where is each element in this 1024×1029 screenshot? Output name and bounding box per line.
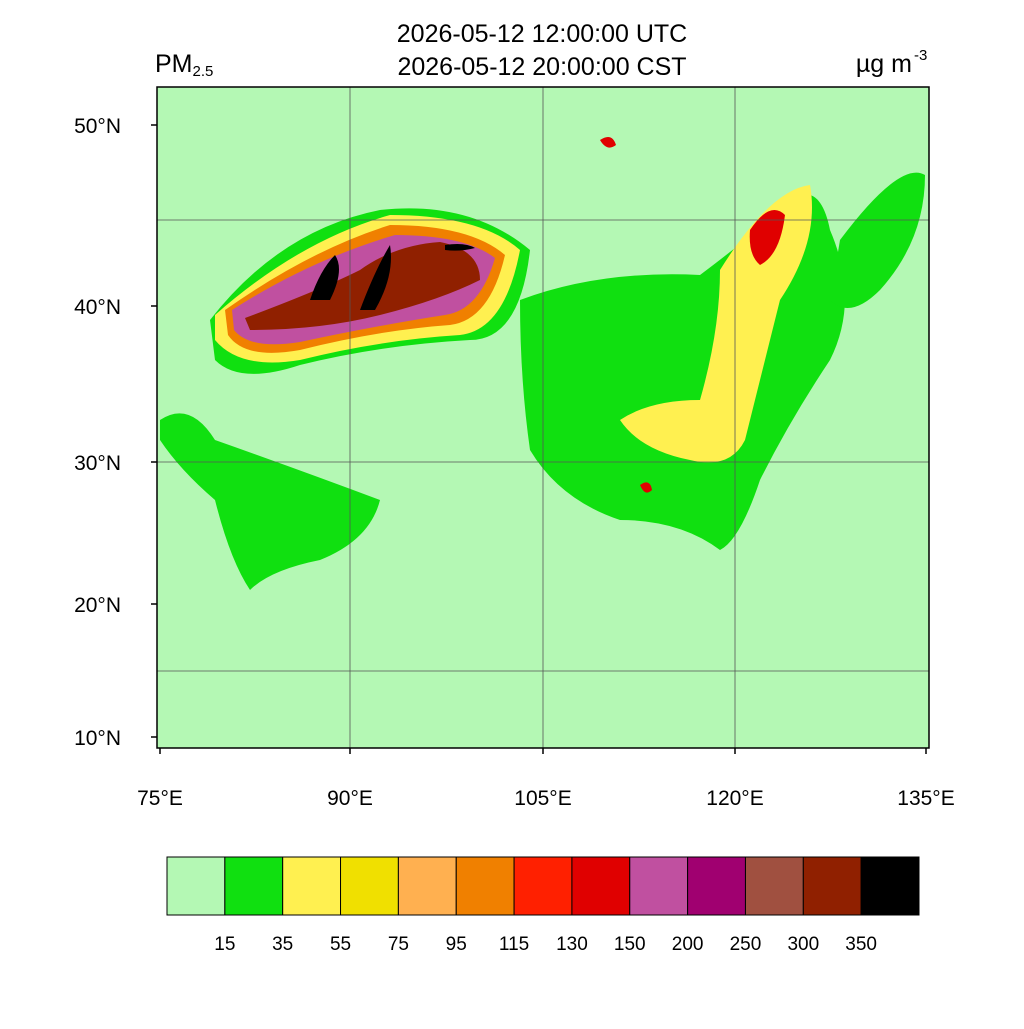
colorbar-box xyxy=(802,856,862,916)
axis-labels: 50°N 40°N 30°N 20°N 10°N 75°E 90°E 105°E 120°E 13… xyxy=(74,115,955,810)
colorbar-box xyxy=(513,856,573,916)
pollution-field xyxy=(160,136,925,590)
units-superscript: -3 xyxy=(914,47,927,64)
colorbar-box xyxy=(629,856,689,916)
colorbar-label: 200 xyxy=(672,934,704,955)
units-label: µg m xyxy=(856,50,912,78)
lat-label: 20°N xyxy=(74,594,121,617)
colorbar-label: 55 xyxy=(330,934,351,955)
colorbar-label: 250 xyxy=(730,934,762,955)
colorbar-box xyxy=(282,856,342,916)
colorbar-box xyxy=(860,856,920,916)
lat-label: 40°N xyxy=(74,296,121,319)
colorbar: 15 35 55 75 95 115 130 150 200 250 300 350 xyxy=(166,856,920,955)
colorbar-label: 35 xyxy=(272,934,293,955)
colorbar-label: 115 xyxy=(499,934,529,955)
units-text: µg m xyxy=(856,50,912,78)
colorbar-label: 130 xyxy=(556,934,588,955)
field-green xyxy=(830,172,925,308)
colorbar-label: 150 xyxy=(614,934,646,955)
colorbar-label: 350 xyxy=(845,934,877,955)
lon-label: 120°E xyxy=(706,787,763,810)
colorbar-label: 95 xyxy=(446,934,467,955)
variable-name: PM xyxy=(155,50,193,78)
lon-label: 105°E xyxy=(514,787,571,810)
field-brown xyxy=(245,242,480,330)
variable-subscript: 2.5 xyxy=(193,63,214,80)
variable-label: PM2.5 xyxy=(155,50,213,80)
lon-label: 135°E xyxy=(897,787,954,810)
map-area xyxy=(156,86,930,749)
colorbar-box xyxy=(340,856,399,916)
colorbar-box xyxy=(687,856,746,916)
colorbar-box xyxy=(166,856,226,916)
colorbar-label: 75 xyxy=(388,934,409,955)
lat-label: 50°N xyxy=(74,115,121,138)
lat-label: 30°N xyxy=(74,452,121,475)
field-green xyxy=(160,413,380,590)
title-line: 2026-05-12 12:00:00 UTC xyxy=(397,20,687,48)
colorbar-box xyxy=(744,856,804,916)
graticule xyxy=(157,87,929,748)
colorbar-label: 15 xyxy=(214,934,235,955)
lat-label: 10°N xyxy=(74,727,121,750)
colorbar-box xyxy=(455,856,515,916)
colorbar-box xyxy=(397,856,457,916)
lon-label: 90°E xyxy=(327,787,373,810)
colorbar-label: 300 xyxy=(787,934,819,955)
field-red xyxy=(749,210,785,265)
title-line: 2026-05-12 20:00:00 CST xyxy=(397,53,686,81)
lon-label: 75°E xyxy=(137,787,183,810)
colorbar-box xyxy=(571,856,631,916)
colorbar-box xyxy=(224,856,284,916)
